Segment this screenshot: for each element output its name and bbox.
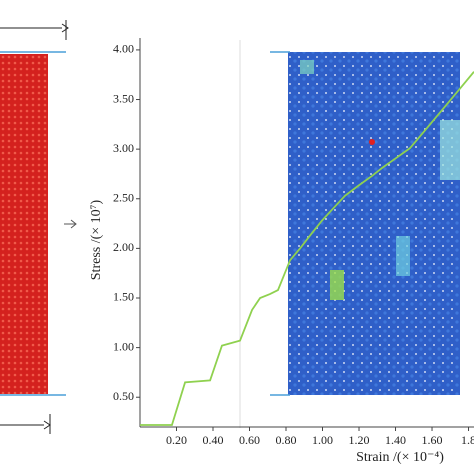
y-tick-label: 2.50 [113, 191, 134, 205]
y-tick-label: 2.00 [113, 240, 134, 254]
y-axis-label: Stress /(× 10⁷) [89, 199, 104, 280]
y-tick-label: 1.50 [113, 290, 134, 304]
x-tick-label: 0.40 [203, 433, 224, 447]
left-specimen [0, 20, 77, 434]
x-tick-label: 1.60 [422, 433, 443, 447]
x-tick-label: 0.20 [166, 433, 187, 447]
right-specimen [270, 51, 460, 396]
y-tick-label: 3.00 [113, 141, 134, 155]
x-tick-label: 1.20 [349, 433, 370, 447]
x-tick-label: 0.80 [276, 433, 297, 447]
x-tick-label: 1.8 [461, 433, 474, 447]
y-tick-label: 0.50 [113, 389, 134, 403]
y-tick-label: 4.00 [113, 42, 134, 56]
x-tick-label: 1.00 [312, 433, 333, 447]
x-tick-label: 1.40 [385, 433, 406, 447]
x-tick-label: 0.60 [239, 433, 260, 447]
x-axis-label: Strain /(× 10⁻⁴) [356, 450, 444, 465]
axes: Stress /(× 10⁷) Strain /(× 10⁻⁴) [89, 199, 444, 465]
y-tick-label: 3.50 [113, 91, 134, 105]
y-tick-label: 1.00 [113, 339, 134, 353]
stress-strain-line [140, 71, 474, 426]
